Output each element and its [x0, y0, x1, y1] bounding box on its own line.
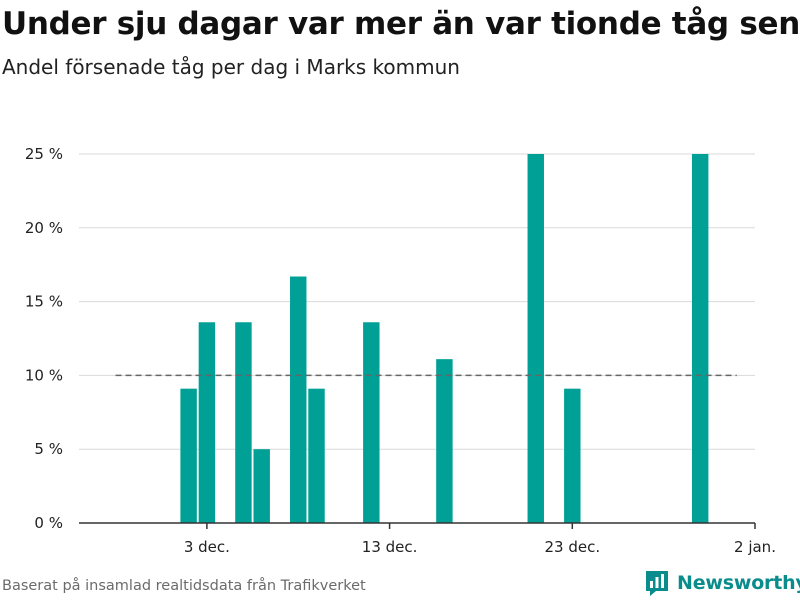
y-tick-label: 0 % — [34, 514, 63, 532]
brand-logo: Newsworthy — [644, 569, 800, 597]
x-tick-label: 23 dec. — [544, 538, 600, 556]
bar — [235, 322, 252, 523]
bar — [436, 359, 453, 523]
chart-subtitle: Andel försenade tåg per dag i Marks komm… — [2, 55, 460, 79]
bar — [253, 449, 270, 523]
bar — [180, 388, 197, 523]
chart-title: Under sju dagar var mer än var tionde tå… — [2, 6, 800, 42]
bar — [290, 276, 307, 523]
y-tick-label: 25 % — [25, 145, 63, 163]
y-tick-label: 20 % — [25, 219, 63, 237]
bar — [308, 388, 325, 523]
x-axis — [79, 522, 756, 529]
bar — [363, 322, 380, 523]
bar — [527, 154, 544, 523]
x-tick-label: 3 dec. — [184, 538, 230, 556]
bar — [564, 388, 581, 523]
brand-name: Newsworthy — [677, 572, 800, 594]
bar-chart-bubble-icon — [646, 571, 668, 596]
y-tick-label: 10 % — [25, 366, 63, 384]
bar — [198, 322, 216, 523]
x-tick-label: 13 dec. — [362, 538, 418, 556]
x-tick-label: 2 jan. — [734, 538, 776, 556]
y-tick-label: 15 % — [25, 293, 63, 311]
y-axis-tick-labels: 0 % 5 % 10 % 15 % 20 % 25 % — [25, 145, 63, 532]
bar — [691, 154, 709, 523]
bars — [180, 154, 709, 523]
bar-chart: 0 % 5 % 10 % 15 % 20 % 25 % 3 dec. 13 dec. 23 d… — [25, 145, 776, 556]
x-axis-tick-labels: 3 dec. 13 dec. 23 dec. 2 jan. — [184, 538, 776, 556]
y-tick-label: 5 % — [34, 440, 63, 458]
source-note: Baserat på insamlad realtidsdata från Tr… — [2, 578, 366, 594]
